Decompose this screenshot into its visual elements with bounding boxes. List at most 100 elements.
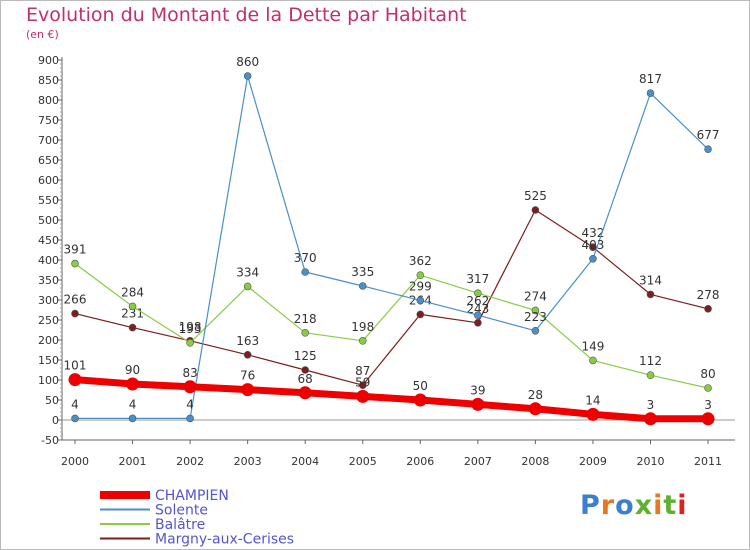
data-point [186,414,194,423]
y-tick-label: 500 [38,214,59,227]
data-point [644,412,657,426]
chart-title: Evolution du Montant de la Dette par Hab… [26,4,467,26]
data-label: 677 [697,128,720,142]
data-point [128,323,137,332]
x-tick-label: 2008 [521,455,549,468]
data-label: 432 [581,226,604,240]
data-point [186,338,194,347]
data-label: 317 [466,272,489,286]
data-point [474,289,482,298]
data-point [471,397,485,411]
data-label: 198 [351,320,374,334]
data-label: 370 [294,251,317,265]
y-tick-label: 600 [38,174,59,187]
data-point [301,268,310,276]
data-label: 76 [240,369,255,383]
data-point [531,326,540,335]
data-point [358,381,367,390]
y-tick-label: 850 [38,74,59,87]
data-label: 525 [524,189,547,203]
data-label: 860 [236,55,259,69]
data-label: 90 [125,363,140,377]
y-tick-label: 900 [38,54,59,67]
y-tick-label: 200 [38,334,59,347]
y-tick-label: -50 [41,434,59,447]
logo-letter: i [653,490,664,521]
logo-letter: t [663,490,678,521]
legend-item: CHAMPIEN [100,488,229,504]
data-label: 266 [64,293,87,307]
data-point [531,206,540,214]
data-point [589,356,597,365]
data-label: 193 [179,322,202,336]
data-point [68,373,82,387]
data-point [71,309,79,318]
data-point [704,384,712,392]
x-tick-label: 2004 [291,455,319,468]
data-point [243,350,252,359]
data-point [71,259,79,268]
data-label: 163 [236,334,259,348]
data-point [128,414,137,423]
x-tick-label: 2002 [176,455,204,468]
data-point [528,402,542,416]
data-point [416,296,425,305]
x-tick-label: 2010 [637,455,665,468]
y-tick-label: 300 [38,294,59,307]
series-line [74,263,709,389]
data-label: 101 [64,359,87,373]
data-point [474,318,482,327]
x-tick-label: 2005 [349,455,377,468]
data-point [356,389,370,403]
series-champien: 101 90 83 76 68 59 50 39 28 14 3 3 [64,359,715,426]
legend-item: Balâtre [100,517,205,533]
y-tick-label: 700 [38,134,59,147]
data-point [243,282,252,291]
data-label: 284 [121,285,144,299]
data-label: 299 [409,279,432,293]
data-label: 218 [294,312,317,326]
data-label: 334 [236,265,259,279]
data-label: 262 [466,294,489,308]
logo-letter: o [615,490,635,521]
data-point [416,310,425,319]
data-point [358,336,367,345]
y-tick-label: 450 [38,234,59,247]
x-tick-label: 2007 [464,455,492,468]
data-label: 14 [585,393,600,407]
data-point [704,304,712,313]
data-label: 59 [355,375,370,389]
data-point [358,282,367,290]
series-line [74,376,709,423]
y-tick-label: 0 [52,414,59,427]
data-label: 83 [182,366,197,380]
series-solente: 4 4 4 860 370 335 299 262 223 403 817 677 [71,55,720,423]
x-tick-label: 2011 [694,455,722,468]
y-tick-label: 400 [38,254,59,267]
y-tick-label: 350 [38,274,59,287]
data-label: 80 [700,367,715,381]
data-label: 198 [179,320,202,334]
y-tick-label: 50 [45,394,59,407]
x-tick-label: 2001 [119,455,147,468]
x-tick-label: 2000 [61,455,89,468]
y-tick-label: 550 [38,194,59,207]
y-tick-label: 100 [38,374,59,387]
data-label: 362 [409,254,432,268]
data-label: 50 [413,379,428,393]
data-label: 335 [351,265,374,279]
data-label: 125 [294,349,317,363]
series-line [74,209,709,386]
data-point [126,377,140,391]
y-tick-label: 250 [38,314,59,327]
data-point [71,414,79,423]
data-label: 149 [581,339,604,353]
x-tick-label: 2009 [579,455,607,468]
legend-item: Solente [100,503,208,519]
x-tick-label: 2003 [234,455,262,468]
data-point [128,302,137,311]
series-layer: 2662311981631258726424352543231427839128… [64,55,720,426]
data-label: 4 [129,397,137,411]
